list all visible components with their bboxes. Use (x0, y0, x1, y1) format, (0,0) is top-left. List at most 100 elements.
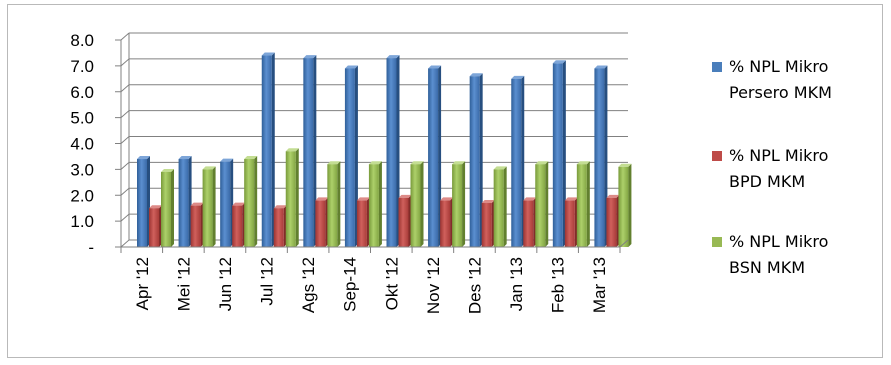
bar (161, 171, 171, 247)
bar-top (469, 73, 483, 77)
bar-side (586, 161, 590, 247)
x-tick-label: Apr '12 (133, 257, 152, 310)
x-tick-label: Mei '12 (174, 257, 193, 311)
bar-top (202, 166, 216, 170)
bar (493, 169, 504, 247)
y-tick-label: 1.0 (70, 212, 94, 231)
bar-side (295, 148, 299, 247)
bar-side (212, 166, 216, 247)
legend-label: BSN MKM (729, 258, 805, 277)
bar (327, 164, 338, 247)
legend-label: Persero MKM (729, 83, 832, 102)
bar (220, 161, 231, 247)
legend-label: BPD MKM (729, 172, 805, 191)
bar-top (552, 60, 566, 64)
x-tick-label: Feb '13 (549, 257, 568, 313)
bar (368, 164, 379, 247)
bar (564, 200, 575, 247)
chart-frame: - 1.0 2.0 3.0 4.0 5.0 6.0 7.0 8.0 Apr '12 Mei '12 J… (7, 4, 883, 358)
bar-top (606, 194, 620, 198)
bar-top (535, 161, 549, 165)
bar-top (190, 202, 204, 206)
y-tick-label: 2.0 (70, 186, 94, 205)
bar-top (303, 55, 317, 59)
bar-side (628, 163, 632, 247)
bar (137, 159, 147, 247)
bar-top (344, 65, 358, 69)
bar (386, 58, 397, 247)
bar-side (313, 55, 317, 247)
bar-top (315, 197, 329, 201)
bar-side (545, 161, 549, 247)
bar (261, 55, 272, 248)
bar-top (356, 197, 370, 201)
bar (594, 68, 605, 248)
bar-side (271, 52, 275, 248)
bar (428, 68, 439, 248)
bar-top (410, 161, 424, 165)
bar-top (386, 55, 400, 59)
bar (481, 203, 492, 247)
bar-side (420, 161, 424, 247)
bar-top (261, 52, 275, 56)
bar-side (254, 156, 258, 247)
x-tick-label: Jun '12 (216, 257, 235, 311)
bar-top (232, 202, 246, 206)
x-tick-label: Jan '13 (507, 257, 526, 311)
bar-top (576, 161, 590, 165)
bar-side (503, 166, 507, 247)
bar (469, 76, 480, 247)
bar-top (493, 166, 507, 170)
bar-top (511, 75, 525, 79)
bar (552, 63, 563, 247)
bar (244, 159, 255, 247)
bar (303, 58, 314, 247)
bar (356, 200, 367, 247)
bar (315, 200, 326, 247)
y-tick-label: 5.0 (70, 109, 94, 128)
bar (576, 164, 587, 247)
bar (202, 169, 213, 247)
x-tick-label: Mar '13 (590, 257, 609, 313)
bar-top (440, 197, 454, 201)
bar (606, 197, 617, 247)
x-tick-label: Sep-14 (341, 257, 360, 312)
bar (398, 197, 409, 247)
bar-side (462, 161, 466, 247)
legend-swatch (712, 62, 722, 72)
y-tick-label: 3.0 (70, 160, 94, 179)
legend-swatch (712, 237, 722, 247)
bar-side (171, 168, 174, 247)
bar-top (564, 197, 578, 201)
bar (344, 68, 355, 248)
bar-top (149, 205, 162, 209)
bar (190, 205, 201, 247)
bar-side (337, 161, 341, 247)
bar-top (398, 194, 412, 198)
y-tick-label: 7.0 (70, 57, 94, 76)
bar-side (378, 161, 382, 247)
bar-top (137, 156, 150, 160)
bar (178, 159, 189, 247)
x-tick-label: Nov '12 (424, 257, 443, 314)
bar-top (428, 65, 442, 69)
x-tick-label: Des '12 (465, 257, 484, 314)
bar (149, 208, 159, 247)
bar (273, 208, 284, 247)
bar-top (327, 161, 341, 165)
legend-swatch (712, 151, 722, 161)
bar-top (523, 197, 537, 201)
y-tick-label: - (88, 238, 94, 257)
npl-bar-chart: - 1.0 2.0 3.0 4.0 5.0 6.0 7.0 8.0 Apr '12 Mei '12 J… (70, 31, 832, 314)
bar (523, 200, 534, 247)
bar (452, 164, 463, 247)
bar (440, 200, 451, 247)
bar (511, 78, 522, 247)
bar-top (481, 200, 495, 204)
y-tick-label: 8.0 (70, 31, 94, 50)
bar-top (161, 168, 174, 172)
x-tick-label: Okt '12 (382, 257, 401, 310)
y-tick-label: 4.0 (70, 135, 94, 154)
x-tick-label: Jul '12 (258, 257, 277, 306)
y-tick-label: 6.0 (70, 83, 94, 102)
